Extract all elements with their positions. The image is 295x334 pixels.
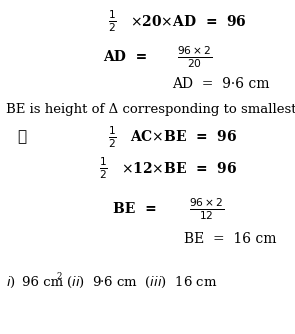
Text: $\frac{1}{2}$: $\frac{1}{2}$ [108, 9, 117, 34]
Text: BE is height of Δ corresponding to smallest side.: BE is height of Δ corresponding to small… [6, 103, 295, 116]
Text: ($ii$)  9·6 cm  ($iii$)  16 cm: ($ii$) 9·6 cm ($iii$) 16 cm [62, 275, 217, 290]
Text: $\frac{96\times2}{20}$: $\frac{96\times2}{20}$ [177, 44, 212, 69]
Text: $i$): $i$) [6, 275, 16, 290]
Text: $\times$20$\times$AD  =  96: $\times$20$\times$AD = 96 [130, 14, 247, 29]
Text: BE  =: BE = [113, 202, 156, 216]
Text: $\times$12$\times$BE  =  96: $\times$12$\times$BE = 96 [121, 161, 237, 176]
Text: 2: 2 [56, 272, 62, 281]
Text: 96 cm: 96 cm [22, 276, 63, 289]
Text: BE  =  16 cm: BE = 16 cm [184, 232, 277, 246]
Text: AC$\times$BE  =  96: AC$\times$BE = 96 [130, 130, 237, 144]
Text: $\frac{1}{2}$: $\frac{1}{2}$ [99, 156, 108, 181]
Text: AD  =: AD = [103, 50, 148, 64]
Text: AD  =  9·6 cm: AD = 9·6 cm [173, 77, 270, 91]
Text: $\frac{96\times2}{12}$: $\frac{96\times2}{12}$ [189, 196, 224, 221]
Text: $\frac{1}{2}$: $\frac{1}{2}$ [108, 124, 117, 150]
Text: ∴: ∴ [18, 130, 27, 144]
